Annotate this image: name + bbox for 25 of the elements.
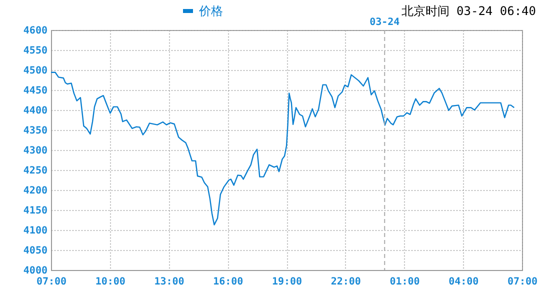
y-tick-label: 4450: [23, 86, 48, 96]
y-tick-label: 4250: [23, 166, 48, 176]
y-tick-label: 4000: [23, 266, 48, 276]
y-tick-label: 4200: [23, 186, 48, 196]
x-tick-label: 01:00: [390, 276, 420, 288]
y-tick-label: 4350: [23, 126, 48, 136]
x-tick-label: 13:00: [154, 276, 184, 288]
ref-line-label: 03-24: [370, 17, 400, 28]
y-tick-label: 4550: [23, 46, 48, 56]
y-tick-label: 4150: [23, 206, 48, 216]
y-tick-label: 4100: [23, 226, 48, 236]
x-tick-label: 04:00: [448, 276, 479, 288]
y-tick-label: 4600: [23, 26, 48, 36]
legend-label: 价格: [198, 4, 223, 18]
x-tick-label: 22:00: [330, 276, 361, 288]
y-tick-label: 4050: [23, 246, 48, 256]
y-tick-label: 4300: [23, 146, 48, 156]
x-tick-label: 19:00: [272, 276, 302, 288]
x-tick-label: 07:00: [36, 276, 67, 288]
x-tick-label: 07:00: [507, 276, 538, 288]
text: 北京时间 03-24 06:40: [401, 3, 536, 20]
x-tick-label: 10:00: [95, 276, 126, 288]
y-tick-label: 4400: [23, 106, 48, 116]
x-tick-label: 16:00: [213, 276, 244, 288]
y-tick-label: 4500: [23, 66, 48, 76]
